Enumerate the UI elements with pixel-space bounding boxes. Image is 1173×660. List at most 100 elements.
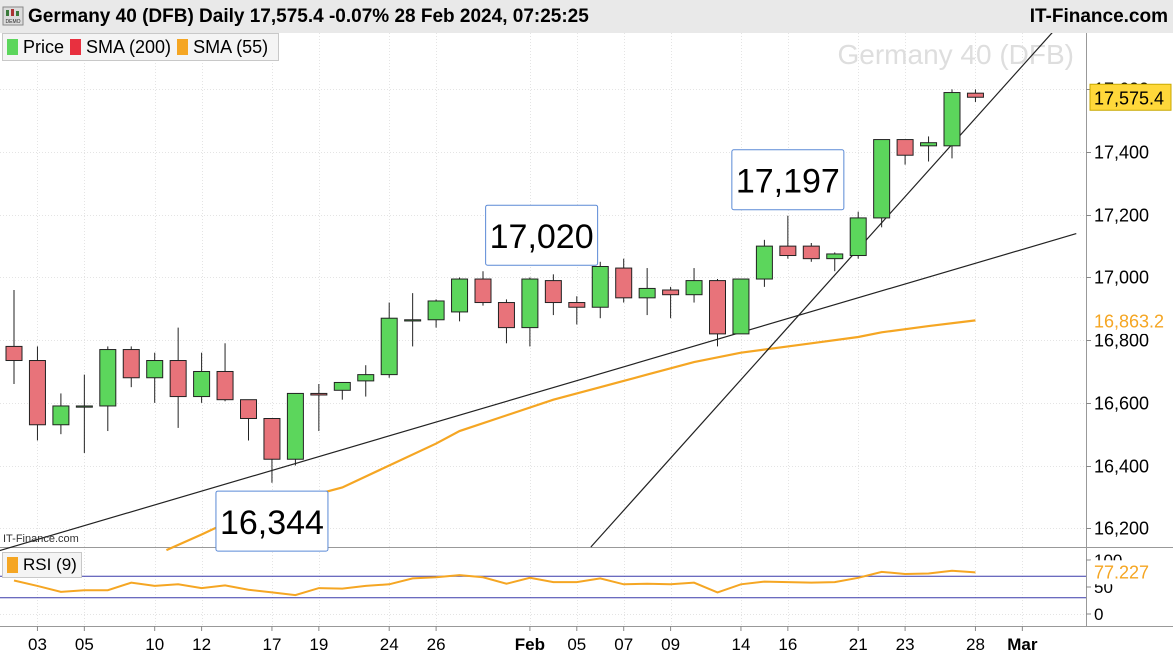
candle-body[interactable] bbox=[99, 349, 117, 407]
candle-body[interactable] bbox=[544, 280, 562, 304]
candle-body[interactable] bbox=[662, 289, 680, 296]
x-tick-label: 05 bbox=[75, 635, 94, 654]
candle-body[interactable] bbox=[826, 253, 844, 260]
candle-body[interactable] bbox=[75, 405, 93, 408]
demo-badge-icon: DEMO bbox=[2, 6, 24, 26]
y-tick-label: 16,200 bbox=[1094, 519, 1149, 539]
y-tick-label: 17,000 bbox=[1094, 268, 1149, 288]
price-annotation-box bbox=[215, 490, 329, 552]
price-annotation-box bbox=[731, 149, 845, 211]
candle-body[interactable] bbox=[920, 142, 938, 147]
legend-item-1[interactable]: SMA (200) bbox=[70, 37, 171, 58]
x-tick-label: 21 bbox=[849, 635, 868, 654]
x-tick-label: 19 bbox=[309, 635, 328, 654]
rsi-legend-label: RSI (9) bbox=[23, 555, 77, 574]
legend-swatch bbox=[177, 39, 189, 55]
x-tick-label: 09 bbox=[661, 635, 680, 654]
price-annotation-label: 17,020 bbox=[490, 218, 594, 256]
y-tick-label: 17,200 bbox=[1094, 206, 1149, 226]
candle-body[interactable] bbox=[404, 319, 422, 322]
candle-body[interactable] bbox=[497, 302, 515, 329]
candle-body[interactable] bbox=[779, 245, 797, 257]
x-tick-label: 26 bbox=[427, 635, 446, 654]
price-annotation-label: 16,344 bbox=[220, 504, 324, 542]
x-tick-label: 05 bbox=[567, 635, 586, 654]
y-tick-label: 17,400 bbox=[1094, 143, 1149, 163]
x-tick-label: 14 bbox=[731, 635, 750, 654]
legend-item-2[interactable]: SMA (55) bbox=[177, 37, 268, 58]
candle-body[interactable] bbox=[568, 302, 586, 308]
y-tick-label: 16,600 bbox=[1094, 394, 1149, 414]
candle-body[interactable] bbox=[451, 278, 469, 313]
x-tick-label: 17 bbox=[262, 635, 281, 654]
candle-body[interactable] bbox=[333, 381, 351, 391]
demo-badge-text: DEMO bbox=[6, 19, 21, 25]
rsi-legend: RSI (9) bbox=[2, 552, 82, 578]
rsi-tick-label: 0 bbox=[1094, 605, 1103, 624]
chart-watermark: Germany 40 (DFB) bbox=[838, 39, 1075, 70]
candle-body[interactable] bbox=[380, 317, 398, 376]
price-axis-area bbox=[1086, 33, 1173, 660]
legend-item-0[interactable]: Price bbox=[7, 37, 64, 58]
x-tick-label: 07 bbox=[614, 635, 633, 654]
legend-swatch bbox=[7, 39, 18, 55]
x-tick-label: Mar bbox=[1007, 635, 1038, 654]
candle-body[interactable] bbox=[357, 374, 375, 382]
last-price-tag bbox=[1089, 83, 1172, 111]
x-tick-label: 23 bbox=[896, 635, 915, 654]
candle-body[interactable] bbox=[310, 392, 328, 396]
x-tick-label: 24 bbox=[380, 635, 399, 654]
candle-body[interactable] bbox=[591, 265, 609, 308]
candle-body[interactable] bbox=[240, 399, 257, 420]
candle-body[interactable] bbox=[474, 278, 492, 304]
candle-body[interactable] bbox=[896, 139, 914, 156]
legend-label: Price bbox=[23, 36, 65, 57]
candle-body[interactable] bbox=[5, 345, 23, 362]
x-tick-label: 16 bbox=[778, 635, 797, 654]
candle-body[interactable] bbox=[52, 405, 70, 426]
candle-body[interactable] bbox=[28, 360, 46, 426]
price-annotation-box bbox=[485, 204, 599, 266]
candle-body[interactable] bbox=[849, 217, 867, 257]
sma55-tag bbox=[1089, 306, 1172, 334]
x-tick-label: 12 bbox=[192, 635, 211, 654]
candle-body[interactable] bbox=[146, 360, 164, 379]
x-tick-label: Feb bbox=[515, 635, 545, 654]
rsi-value-tag bbox=[1090, 560, 1171, 585]
price-chart[interactable]: 16,200 16,400 16,600 16,800 17,000 17,200 17,4… bbox=[0, 33, 1173, 660]
candle-body[interactable] bbox=[263, 418, 281, 460]
candle-body[interactable] bbox=[732, 278, 750, 335]
last-price-label: 17,575.4 bbox=[1094, 88, 1164, 108]
candle-body[interactable] bbox=[943, 92, 961, 147]
price-annotation-label: 17,197 bbox=[736, 163, 840, 201]
sma55-value-label: 16,863.2 bbox=[1094, 311, 1164, 331]
trendline bbox=[590, 33, 1053, 548]
x-tick-label: 03 bbox=[28, 635, 47, 654]
y-tick-label: 16,800 bbox=[1094, 331, 1149, 351]
candle-body[interactable] bbox=[521, 278, 539, 329]
legend-label: SMA (55) bbox=[193, 36, 269, 57]
candle-body[interactable] bbox=[193, 370, 211, 398]
rsi-swatch bbox=[7, 557, 18, 573]
candle-body[interactable] bbox=[709, 280, 726, 335]
brand-name[interactable]: IT-Finance.com bbox=[1029, 6, 1168, 27]
candle-body[interactable] bbox=[615, 267, 633, 299]
candle-body[interactable] bbox=[873, 139, 891, 219]
trendline bbox=[0, 233, 1077, 552]
candle-body[interactable] bbox=[286, 392, 304, 460]
candle-body[interactable] bbox=[169, 360, 187, 398]
rsi-value-label: 77.227 bbox=[1094, 562, 1149, 582]
candle-body[interactable] bbox=[966, 92, 984, 98]
candle-body[interactable] bbox=[755, 245, 773, 280]
candle-body[interactable] bbox=[216, 370, 234, 401]
small-watermark: IT-Finance.com bbox=[3, 533, 79, 545]
legend-label: SMA (200) bbox=[86, 36, 172, 57]
candle-body[interactable] bbox=[685, 280, 703, 296]
candle-body[interactable] bbox=[638, 287, 656, 299]
x-tick-label: 28 bbox=[966, 635, 985, 654]
candle-body[interactable] bbox=[427, 300, 445, 321]
chart-header: DEMO Germany 40 (DFB) Daily 17,575.4 -0.… bbox=[0, 0, 1173, 33]
candle-body[interactable] bbox=[802, 245, 820, 260]
y-tick-label: 16,400 bbox=[1094, 457, 1149, 477]
candle-body[interactable] bbox=[122, 349, 140, 379]
